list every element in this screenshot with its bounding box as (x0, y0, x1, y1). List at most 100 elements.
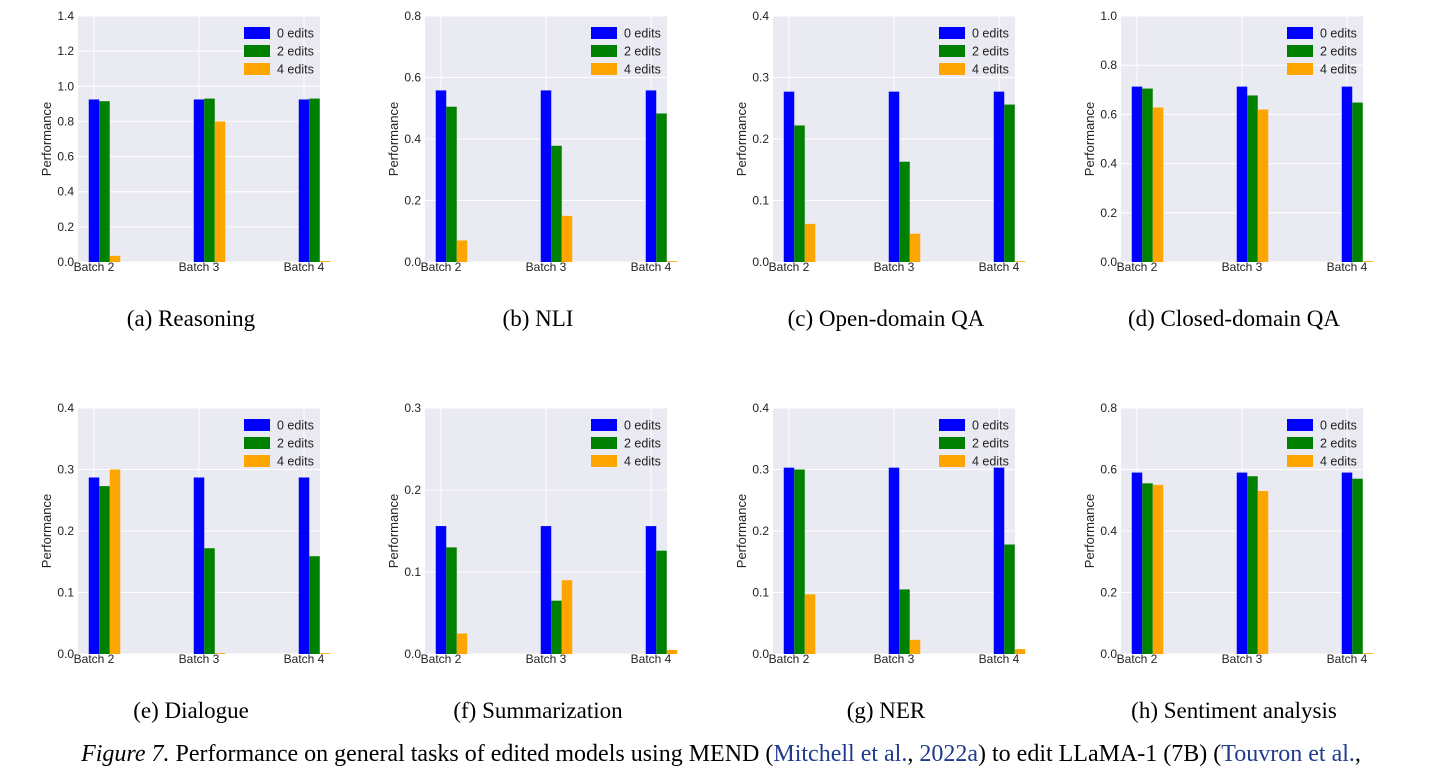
chart-panel-d: 0.0 0.2 0.4 0.6 0.8 1.0 Batch 2 Batch 3 Batch 4 P… (1082, 9, 1374, 331)
x-tick-label: Batch 4 (284, 260, 325, 274)
legend-label: 0 edits (277, 27, 314, 41)
bar-4-edits-batch-2 (109, 469, 121, 654)
bar-2-edits-batch-4 (1004, 104, 1015, 262)
bar-4-edits-batch-3 (561, 215, 573, 262)
x-tick-label: Batch 3 (874, 652, 915, 666)
legend-swatch-4-edits (591, 63, 617, 75)
chart-panel-b: 0.0 0.2 0.4 0.6 0.8 Batch 2 Batch 3 Batch 4 Perf… (386, 9, 678, 331)
bar-0-edits-batch-4 (298, 477, 310, 654)
subcaption: (g) NER (847, 698, 926, 723)
y-tick-label: 0.0 (752, 255, 769, 269)
chart-panel-c: 0.0 0.1 0.2 0.3 0.4 Batch 2 Batch 3 Batch 4 Perf… (734, 9, 1026, 331)
y-tick-label: 0.4 (752, 9, 769, 23)
bar-4-edits-batch-2 (804, 594, 816, 654)
y-tick-label: 0.6 (1100, 107, 1117, 121)
bar-4-edits-batch-4 (1014, 261, 1026, 262)
bar-2-edits-batch-3 (204, 548, 215, 654)
x-tick-label: Batch 4 (631, 260, 672, 274)
y-tick-label: 0.0 (1100, 647, 1117, 661)
bar-4-edits-batch-3 (561, 580, 573, 654)
bar-2-edits-batch-4 (1004, 544, 1015, 654)
citation-mitchell[interactable]: Mitchell et al. (773, 741, 908, 767)
citation-touvron[interactable]: Touvron et al. (1221, 741, 1355, 767)
subcaption: (f) Summarization (453, 698, 623, 723)
legend-swatch-4-edits (1287, 455, 1313, 467)
bar-4-edits-batch-3 (214, 121, 226, 262)
chart-panel-a: 0.0 0.2 0.4 0.6 0.8 1.0 1.2 1.4 Batch 2 Batch 3 Ba… (39, 9, 331, 331)
bar-4-edits-batch-3 (1257, 109, 1269, 262)
y-tick-label: 0.0 (404, 647, 421, 661)
chart-panel-g: 0.0 0.1 0.2 0.3 0.4 Batch 2 Batch 3 Batch 4 Perf… (734, 401, 1026, 723)
subcaption: (e) Dialogue (133, 698, 249, 723)
caption-text-2: , (907, 741, 920, 767)
bar-2-edits-batch-2 (99, 101, 110, 262)
bar-0-edits-batch-3 (540, 90, 552, 262)
legend-label: 2 edits (624, 437, 661, 451)
x-tick-label: Batch 3 (526, 260, 567, 274)
bar-2-edits-batch-4 (309, 556, 320, 654)
bar-2-edits-batch-4 (656, 550, 667, 654)
y-tick-label: 1.0 (1100, 9, 1117, 23)
subcaption: (a) Reasoning (127, 306, 256, 331)
legend-label: 4 edits (1320, 455, 1357, 469)
bar-4-edits-batch-2 (804, 223, 816, 262)
legend-label: 4 edits (277, 63, 314, 77)
y-tick-label: 0.2 (404, 194, 421, 208)
bar-4-edits-batch-4 (1362, 261, 1374, 262)
y-tick-label: 0.3 (404, 401, 421, 415)
caption-text-3: ) to edit LLaMA-1 (7B) ( (978, 741, 1222, 767)
chart-panel-e: 0.0 0.1 0.2 0.3 0.4 Batch 2 Batch 3 Batch 4 Perf… (39, 401, 331, 723)
legend-label: 2 edits (1320, 437, 1357, 451)
y-axis-label: Performance (39, 102, 54, 176)
bar-2-edits-batch-3 (1247, 95, 1258, 262)
legend-swatch-2-edits (1287, 437, 1313, 449)
y-tick-label: 0.2 (1100, 206, 1117, 220)
y-tick-label: 0.1 (404, 565, 421, 579)
y-tick-label: 0.6 (57, 150, 74, 164)
bar-2-edits-batch-4 (1352, 102, 1363, 262)
y-tick-label: 0.8 (1100, 58, 1117, 72)
bar-2-edits-batch-2 (794, 125, 805, 262)
legend-swatch-2-edits (591, 437, 617, 449)
legend-swatch-2-edits (244, 45, 270, 57)
bar-0-edits-batch-2 (435, 90, 447, 262)
bar-0-edits-batch-2 (1131, 86, 1143, 263)
y-axis-label: Performance (1082, 494, 1097, 568)
bar-2-edits-batch-3 (1247, 476, 1258, 654)
bar-0-edits-batch-2 (435, 526, 447, 654)
legend-swatch-4-edits (244, 63, 270, 75)
bar-4-edits-batch-2 (1152, 484, 1164, 654)
y-tick-label: 0.8 (57, 114, 74, 128)
legend-label: 4 edits (972, 63, 1009, 77)
y-axis-label: Performance (386, 494, 401, 568)
y-tick-label: 0.3 (752, 463, 769, 477)
x-tick-label: Batch 2 (421, 260, 462, 274)
figure-label: Figure 7. (81, 741, 170, 767)
bar-0-edits-batch-3 (888, 467, 900, 654)
legend-label: 0 edits (624, 27, 661, 41)
x-tick-label: Batch 4 (979, 260, 1020, 274)
x-tick-label: Batch 4 (979, 652, 1020, 666)
caption-text-1: Performance on general tasks of edited m… (175, 741, 774, 767)
y-tick-label: 0.0 (752, 647, 769, 661)
x-tick-label: Batch 4 (631, 652, 672, 666)
bar-0-edits-batch-4 (1341, 86, 1353, 263)
bar-4-edits-batch-4 (1362, 653, 1374, 654)
legend-swatch-4-edits (939, 63, 965, 75)
bar-2-edits-batch-2 (794, 469, 805, 654)
x-tick-label: Batch 3 (874, 260, 915, 274)
citation-mitchell-year[interactable]: 2022a (919, 741, 978, 767)
y-tick-label: 0.3 (57, 463, 74, 477)
y-axis-label: Performance (734, 102, 749, 176)
x-tick-label: Batch 3 (526, 652, 567, 666)
chart-panel-f: 0.0 0.1 0.2 0.3 Batch 2 Batch 3 Batch 4 Perform… (386, 401, 678, 723)
legend-swatch-2-edits (939, 437, 965, 449)
x-tick-label: Batch 3 (1222, 652, 1263, 666)
bar-4-edits-batch-2 (109, 255, 121, 262)
bar-0-edits-batch-2 (88, 99, 100, 262)
legend-swatch-0-edits (244, 27, 270, 39)
legend-swatch-0-edits (1287, 27, 1313, 39)
x-tick-label: Batch 3 (1222, 260, 1263, 274)
y-axis-label: Performance (39, 494, 54, 568)
y-tick-label: 0.1 (57, 586, 74, 600)
